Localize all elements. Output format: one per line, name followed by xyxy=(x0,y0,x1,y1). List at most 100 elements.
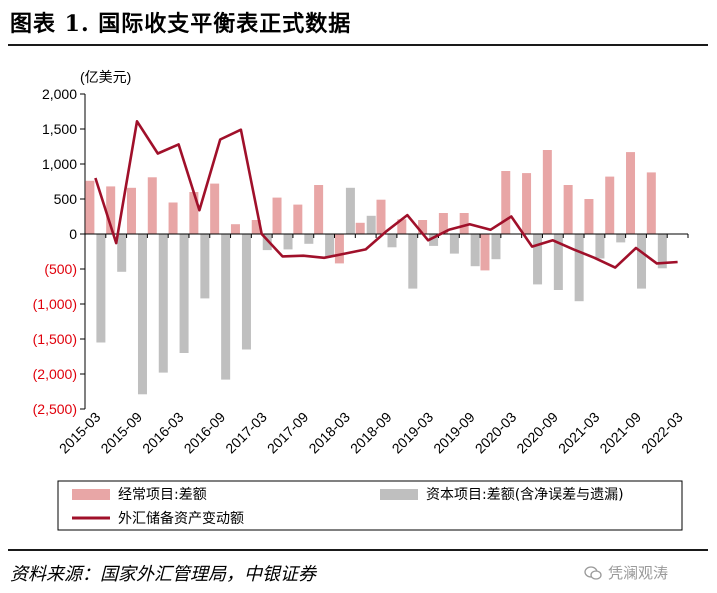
y-tick-label: 1,500 xyxy=(42,121,77,137)
current-account-bar xyxy=(563,185,573,234)
bar-layer xyxy=(85,150,667,395)
legend: 经常项目:差额 资本项目:差额(含净误差与遗漏) 外汇储备资产变动额 xyxy=(57,480,683,531)
current-account-bar xyxy=(314,185,324,234)
legend-swatch-capital-account xyxy=(380,489,418,500)
x-tick-label: 2015-09 xyxy=(97,409,145,457)
current-account-bar xyxy=(646,172,656,234)
x-tick-label: 2018-09 xyxy=(347,409,395,457)
capital-account-bar xyxy=(387,234,397,248)
current-account-bar xyxy=(230,224,240,234)
capital-account-bar xyxy=(470,234,480,267)
capital-account-bar xyxy=(345,187,355,234)
current-account-bar xyxy=(251,220,261,234)
current-account-bar xyxy=(85,180,95,234)
legend-label-reserves: 外汇储备资产变动额 xyxy=(118,510,244,527)
capital-account-bar xyxy=(96,234,106,343)
current-account-bar xyxy=(418,220,428,234)
x-tick-label: 2020-09 xyxy=(513,409,561,457)
current-account-bar xyxy=(626,152,636,234)
capital-account-bar xyxy=(637,234,647,289)
capital-account-bar xyxy=(553,234,563,290)
current-account-bar xyxy=(584,199,594,234)
capital-account-bar xyxy=(574,234,584,302)
capital-account-bar xyxy=(449,234,459,254)
legend-label-current-account: 经常项目:差额 xyxy=(118,487,207,503)
current-account-bar xyxy=(168,202,178,234)
x-tick-label: 2022-03 xyxy=(638,409,686,457)
current-account-bar xyxy=(376,199,386,234)
current-account-bar xyxy=(480,234,490,271)
y-tick-label: (2,000) xyxy=(33,366,77,382)
y-tick-label: 500 xyxy=(54,191,78,207)
x-tick-label: 2019-03 xyxy=(389,409,437,457)
current-account-bar xyxy=(355,222,365,234)
watermark-text: 凭澜观涛 xyxy=(608,564,669,582)
current-account-bar xyxy=(293,204,303,234)
y-tick-label: (500) xyxy=(44,261,77,277)
current-account-bar xyxy=(210,183,220,234)
x-tick-label: 2016-09 xyxy=(181,409,229,457)
capital-account-bar xyxy=(595,234,605,259)
current-account-bar xyxy=(147,177,157,234)
capital-account-bar xyxy=(429,234,439,246)
reserves-line xyxy=(94,120,678,269)
capital-account-bar xyxy=(408,234,418,289)
capital-account-bar xyxy=(616,234,626,243)
capital-account-bar xyxy=(325,234,335,258)
x-tick-label: 2017-03 xyxy=(222,409,270,457)
unit-label: (亿美元) xyxy=(80,69,131,85)
bottom-rule xyxy=(8,549,708,551)
capital-account-bar xyxy=(221,234,231,380)
x-tick-label: 2019-09 xyxy=(430,409,478,457)
x-tick-label: 2020-03 xyxy=(472,409,520,457)
line-layer xyxy=(94,120,678,269)
capital-account-bar xyxy=(200,234,210,299)
legend-frame xyxy=(57,480,683,531)
capital-account-bar xyxy=(179,234,189,353)
current-account-bar xyxy=(189,192,199,234)
capital-account-bar xyxy=(304,234,314,244)
current-account-bar xyxy=(459,213,469,234)
x-tick-label: 2018-03 xyxy=(305,409,353,457)
current-account-bar xyxy=(397,219,407,234)
x-tick-label: 2017-09 xyxy=(264,409,312,457)
legend-swatch-current-account xyxy=(72,489,110,500)
capital-account-bar xyxy=(158,234,168,373)
current-account-bar xyxy=(106,186,116,234)
capital-account-bar xyxy=(283,234,293,250)
y-tick-label: 0 xyxy=(69,226,77,242)
y-tick-label: (1,500) xyxy=(33,331,77,347)
x-tick-label: 2021-09 xyxy=(596,409,644,457)
current-account-bar xyxy=(126,187,136,234)
current-account-bar xyxy=(334,234,344,264)
current-account-bar xyxy=(542,150,552,234)
source-note: 资料来源：国家外汇管理局，中银证券 xyxy=(10,564,316,585)
y-axis: 2,000 1,500 1,000 500 0 (500) (1,000) (1,500) (2… xyxy=(33,86,86,417)
y-tick-label: (1,000) xyxy=(33,296,77,312)
y-tick-label: 2,000 xyxy=(42,86,77,102)
y-tick-label: (2,500) xyxy=(33,401,77,417)
figure-title: 图表 1. 国际收支平衡表正式数据 xyxy=(10,11,352,37)
capital-account-bar xyxy=(366,215,376,234)
current-account-bar xyxy=(272,197,282,234)
capital-account-bar xyxy=(657,234,667,269)
current-account-bar xyxy=(438,213,448,234)
current-account-bar xyxy=(605,176,615,234)
legend-label-capital-account: 资本项目:差额(含净误差与遗漏) xyxy=(426,487,624,503)
x-axis xyxy=(84,233,689,238)
current-account-bar xyxy=(522,173,532,234)
capital-account-bar xyxy=(137,234,147,395)
top-rule xyxy=(8,44,708,46)
balance-of-payments-chart: (亿美元) 2,000 1,500 1,000 500 0 (500) (1,000) (1,… xyxy=(33,69,689,531)
x-tick-label: 2016-03 xyxy=(139,409,187,457)
capital-account-bar xyxy=(533,234,543,285)
wechat-icon xyxy=(584,565,602,580)
capital-account-bar xyxy=(117,234,127,272)
x-tick-label: 2021-03 xyxy=(555,409,603,457)
current-account-bar xyxy=(501,171,511,234)
capital-account-bar xyxy=(491,234,501,260)
capital-account-bar xyxy=(262,234,272,251)
capital-account-bar xyxy=(241,234,251,350)
watermark: 凭澜观涛 xyxy=(584,562,668,583)
